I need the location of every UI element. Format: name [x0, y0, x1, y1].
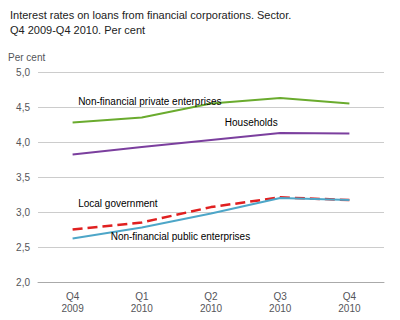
svg-text:Households: Households [225, 117, 278, 128]
svg-text:4,5: 4,5 [16, 102, 30, 113]
svg-text:Non-financial public enterpris: Non-financial public enterprises [111, 231, 251, 242]
svg-text:Non-financial private enterpri: Non-financial private enterprises [78, 96, 221, 107]
svg-text:2010: 2010 [200, 303, 223, 314]
svg-text:Q4: Q4 [66, 291, 80, 302]
svg-text:2009: 2009 [61, 303, 84, 314]
svg-text:5,0: 5,0 [16, 67, 30, 78]
svg-text:3,5: 3,5 [16, 172, 30, 183]
svg-text:2010: 2010 [131, 303, 154, 314]
svg-text:2,5: 2,5 [16, 242, 30, 253]
svg-text:3,0: 3,0 [16, 207, 30, 218]
svg-text:Q4: Q4 [343, 291, 357, 302]
svg-text:Per cent: Per cent [8, 52, 45, 63]
svg-text:Q4 2009-Q4 2010. Per cent: Q4 2009-Q4 2010. Per cent [10, 24, 145, 36]
svg-text:2010: 2010 [269, 303, 292, 314]
svg-text:Q2: Q2 [204, 291, 218, 302]
svg-text:4,0: 4,0 [16, 137, 30, 148]
svg-text:2,0: 2,0 [16, 277, 30, 288]
svg-text:Local government: Local government [78, 198, 158, 209]
svg-text:2010: 2010 [338, 303, 361, 314]
svg-text:Q3: Q3 [274, 291, 288, 302]
svg-text:Q1: Q1 [135, 291, 149, 302]
svg-text:Interest rates on loans from f: Interest rates on loans from financial c… [10, 9, 291, 21]
